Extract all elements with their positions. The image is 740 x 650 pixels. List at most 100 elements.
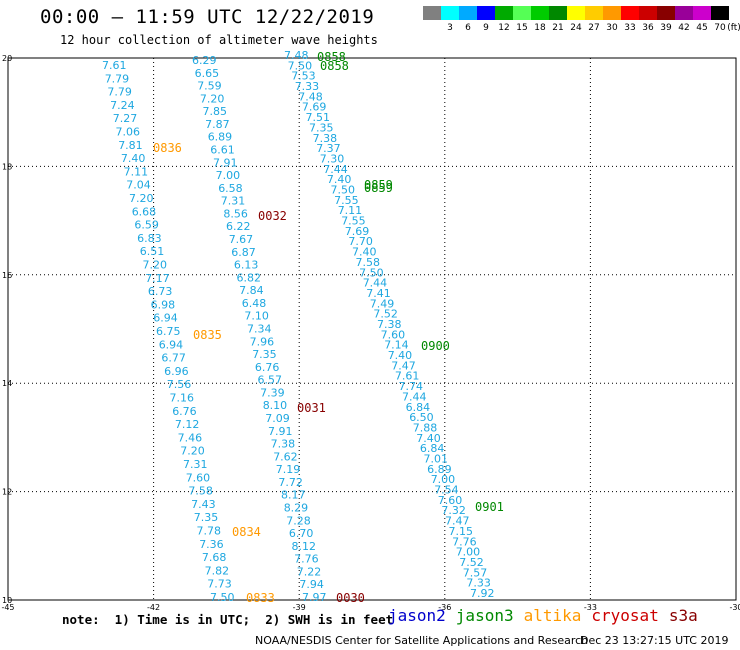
wave-height-reading: 7.00 [456,546,481,559]
wave-height-reading: 6.65 [195,67,220,80]
wave-height-reading: 7.15 [449,525,474,538]
wave-height-reading: 7.67 [229,233,254,246]
pass-time-label: 0859 [364,178,393,192]
scale-label: 45 [696,23,708,33]
wave-height-reading: 7.91 [213,156,238,169]
wave-height-reading: 7.92 [470,587,495,600]
pass-time-label: 0032 [258,209,287,223]
wave-height-reading: 6.58 [218,182,243,195]
scale-label: 33 [624,23,636,33]
wave-height-reading: 6.22 [226,220,251,233]
scale-label: 27 [588,23,600,33]
lat-tick-label: 14 [2,379,12,388]
wave-height-reading: 8.10 [263,399,288,412]
wave-height-reading: 7.81 [118,139,143,152]
scale-swatch [495,6,513,20]
wave-height-reading: 7.19 [276,463,301,476]
wave-height-reading: 6.76 [172,405,197,418]
scale-label: 39 [660,23,672,33]
wave-height-reading: 6.89 [208,131,233,144]
wave-height-reading: 6.84 [406,401,431,414]
wave-height-reading: 7.50 [288,59,313,72]
wave-height-reading: 7.76 [452,535,477,548]
wave-height-reading: 6.57 [258,374,283,387]
wave-height-reading: 6.83 [137,232,162,245]
wave-height-reading: 7.50 [331,184,356,197]
scale-label: 3 [447,23,453,33]
wave-height-reading: 6.75 [156,325,181,338]
wave-height-reading: 7.52 [373,308,398,321]
footer-note: note: 1) Time is in UTC; 2) SWH is in fe… [62,612,394,627]
wave-height-reading: 7.01 [424,453,449,466]
generated-timestamp: Dec 23 13:27:15 UTC 2019 [580,634,729,647]
wave-height-reading: 7.62 [273,450,298,463]
wave-height-reading: 7.53 [291,70,316,83]
wave-height-reading: 7.40 [121,152,145,165]
wave-height-reading: 7.48 [298,90,323,103]
wave-height-reading: 7.31 [183,458,208,471]
wave-height-reading: 7.12 [175,418,200,431]
wave-height-reading: 7.11 [338,204,363,217]
page-title: 00:00 – 11:59 UTC 12/22/2019 [40,6,375,28]
scale-label: 12 [498,23,510,33]
wave-height-reading: 7.09 [265,412,290,425]
page-subtitle: 12 hour collection of altimeter wave hei… [60,33,378,47]
lat-tick-label: 18 [2,162,12,171]
map-frame [7,57,737,601]
wave-height-reading: 6.61 [210,144,235,157]
wave-height-reading: 7.32 [441,504,466,517]
wave-height-reading: 7.38 [313,132,338,145]
wave-height-reading: 7.20 [200,92,225,105]
scale-label: 24 [570,23,582,33]
wave-height-reading: 7.47 [391,359,416,372]
scale-label: 15 [516,23,528,33]
scale-swatch [603,6,621,20]
wave-height-reading: 7.50 [210,591,235,604]
wave-height-reading: 6.50 [409,411,434,424]
wave-height-reading: 7.76 [294,553,319,566]
wave-height-reading: 7.58 [356,256,381,269]
wave-height-reading: 7.17 [145,272,170,285]
wave-height-reading: 7.51 [306,111,331,124]
wave-height-reading: 7.52 [459,556,484,569]
wave-height-reading: 7.40 [388,349,413,362]
wave-height-reading: 7.48 [284,49,309,62]
scale-swatch [585,6,603,20]
wave-height-reading: 7.85 [203,105,228,118]
wave-height-reading: 7.61 [395,370,420,383]
wave-height-reading: 8.17 [281,489,306,502]
wave-height-reading: 7.20 [180,445,205,458]
wave-height-reading: 7.73 [207,578,232,591]
wave-height-reading: 7.28 [286,514,311,527]
wave-height-reading: 6.87 [231,246,256,259]
wave-height-reading: 7.72 [278,476,303,489]
scale-swatch [567,6,585,20]
scale-label: 21 [552,23,564,33]
mission-altika: altika [523,606,582,625]
scale-label: 42 [678,23,690,33]
lon-tick-label: -42 [147,603,160,612]
scale-swatch [711,6,729,20]
credit-text: NOAA/NESDIS Center for Satellite Applica… [255,634,589,647]
wave-height-reading: 7.34 [247,323,272,336]
lon-tick-label: -36 [438,603,451,612]
pass-time-label: 0834 [232,525,261,539]
wave-height-reading: 7.57 [463,566,488,579]
wave-height-reading: 7.14 [384,339,409,352]
wave-height-reading: 7.31 [221,195,246,208]
map-grid [7,57,737,601]
scale-label: 9 [483,23,489,33]
wave-height-reading: 7.38 [271,438,296,451]
scale-swatch [513,6,531,20]
lon-tick-label: -39 [293,603,306,612]
wave-height-reading: 7.35 [252,348,277,361]
axis-ticks: -45 -42 -39 -36 -33 -30 20 18 16 14 12 10 [1,54,740,612]
wave-height-reading: 7.59 [197,80,222,93]
wave-height-reading: 7.55 [341,215,366,228]
wave-height-reading: 7.88 [413,422,438,435]
scale-label: 70 [714,23,726,33]
pass-time-label: 0858 [317,50,346,64]
wave-height-reading: 7.47 [445,515,470,528]
wave-height-reading: 6.76 [255,361,280,374]
